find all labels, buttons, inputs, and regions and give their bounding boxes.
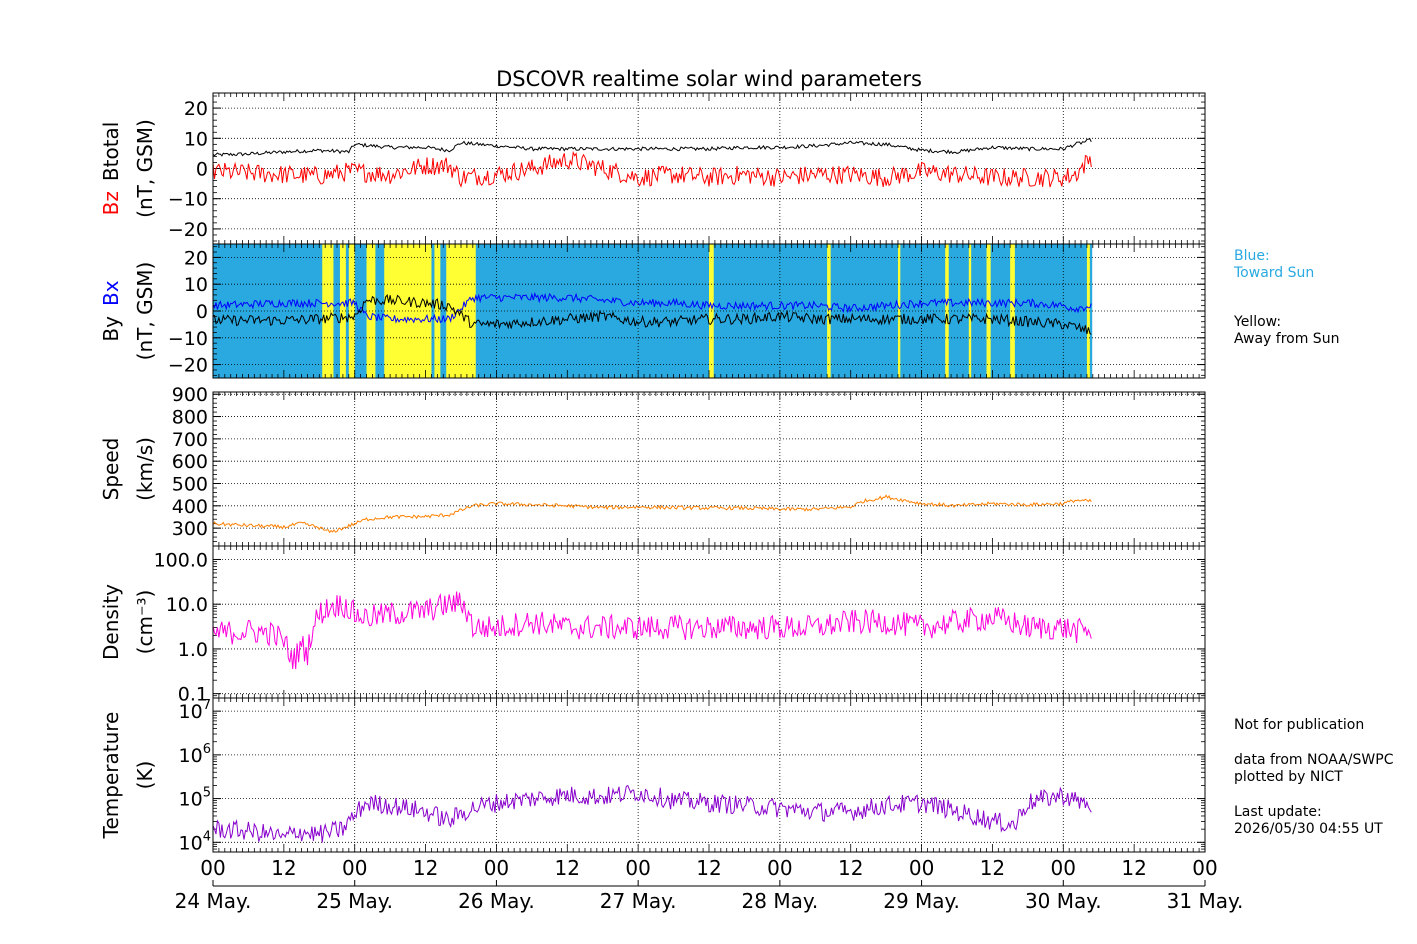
y-tick-label: 400 [172,496,208,518]
panel-frame [212,697,1206,853]
sector-band-away-from-sun [945,244,949,378]
series-line-bz [212,150,1092,188]
x-date-tick-label: 30 May. [1025,889,1102,913]
y-axis-label: Speed [99,438,123,501]
x-hour-tick-label: 12 [980,856,1005,880]
x-date-tick-label: 24 May. [175,889,252,913]
x-date-tick-label: 25 May. [316,889,393,913]
series-line-temperature [212,784,1092,843]
y-tick-label: 20 [184,247,208,269]
x-date-tick-label: 28 May. [742,889,819,913]
y-tick-label: −10 [168,189,208,211]
y-axis-unit: (nT, GSM) [133,262,157,361]
y-axis-label: Density [99,584,123,660]
panel-temperature: 107 106 105 104 Temperature (K) [99,697,1206,854]
sector-band-away-from-sun [384,244,432,378]
y-tick-label: −20 [168,219,208,241]
x-date-tick-label: 27 May. [600,889,677,913]
series-line-by [212,293,1092,335]
sector-band-away-from-sun [1010,244,1015,378]
panel-density: 100.0 10.0 1.0 0.1 Density (cm⁻³) [99,545,1206,706]
y-tick-label: 0 [196,159,208,181]
y-tick-label: 900 [172,384,208,406]
series-line-density [212,591,1092,670]
x-date-tick-label: 26 May. [458,889,535,913]
data-source-note: data from NOAA/SWPC [1234,752,1394,768]
x-date-tick-label: 31 May. [1167,889,1244,913]
sector-band-away-from-sun [434,244,441,378]
legend-blue-label: Blue: [1234,248,1270,264]
legend-yellow-desc: Away from Sun [1234,331,1340,347]
x-hour-tick-label: 00 [200,856,225,880]
series-line-btotal [212,138,1092,157]
y-tick-label: 600 [172,451,208,473]
sector-band-away-from-sun [366,244,376,378]
x-date-tick-label: 29 May. [883,889,960,913]
y-axis-unit: (km/s) [133,437,157,501]
y-tick-label: 0 [196,301,208,323]
panel-frame [212,391,1206,547]
last-update-value: 2026/05/30 04:55 UT [1234,821,1383,837]
y-axis-label: Temperature [99,712,123,840]
y-tick-label: 100.0 [154,549,208,571]
y-tick-label: 0.1 [178,684,208,706]
y-tick-label: 1.0 [178,639,208,661]
sector-band-away-from-sun [897,244,901,378]
x-hour-tick-label: 12 [271,856,296,880]
y-tick-label: 10 [184,274,208,296]
legend-blue-desc: Toward Sun [1234,265,1315,281]
x-hour-tick-label: 00 [484,856,509,880]
series-line-speed [212,494,1092,534]
y-tick-label: 500 [172,474,208,496]
y-axis-label: BzBtotal [99,122,123,216]
x-hour-tick-label: 00 [1051,856,1076,880]
x-hour-tick-label: 00 [342,856,367,880]
y-tick-label: 105 [179,786,211,811]
x-hour-tick-label: 12 [696,856,721,880]
x-hour-tick-label: 12 [1121,856,1146,880]
x-hour-tick-label: 12 [555,856,580,880]
x-hour-tick-label: 00 [1192,856,1217,880]
y-tick-label: 300 [172,518,208,540]
panel-bxby: 20 10 0 −10 −20 ByBx (nT, GSM) [99,243,1206,379]
y-axis-unit: (cm⁻³) [133,590,157,655]
y-axis-unit: (nT, GSM) [133,119,157,218]
y-tick-label: 800 [172,407,208,429]
chart-title: DSCOVR realtime solar wind parameters [496,67,922,91]
y-tick-label: 104 [179,829,211,854]
x-hour-tick-label: 00 [909,856,934,880]
sector-band-away-from-sun [1086,244,1090,378]
y-tick-label: 20 [184,98,208,120]
y-axis-label: ByBx [99,280,123,341]
y-axis-unit: (K) [133,761,157,790]
legend-yellow-label: Yellow: [1234,314,1282,330]
y-tick-label: −20 [168,355,208,377]
y-tick-label: 10.0 [166,594,208,616]
y-tick-label: 106 [179,742,211,767]
y-tick-label: 107 [179,698,211,723]
x-hour-tick-label: 00 [767,856,792,880]
x-hour-tick-label: 12 [413,856,438,880]
sector-band-away-from-sun [986,244,991,378]
last-update-label: Last update: [1234,804,1322,820]
panel-mag: 20 10 0 −10 −20 BzBtotal (nT, GSM) [99,92,1206,245]
y-tick-label: 10 [184,128,208,150]
y-tick-label: −10 [168,328,208,350]
x-hour-tick-label: 00 [625,856,650,880]
not-for-publication-note: Not for publication [1234,717,1365,733]
x-hour-tick-label: 12 [838,856,863,880]
plotted-by-note: plotted by NICT [1234,769,1343,785]
y-tick-label: 700 [172,429,208,451]
